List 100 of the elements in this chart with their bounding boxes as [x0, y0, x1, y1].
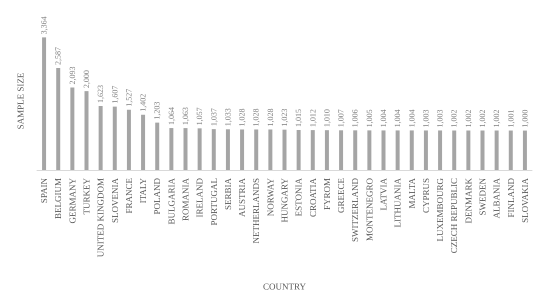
y-axis-title: SAMPLE SIZE — [16, 72, 26, 130]
data-label: 1,002 — [492, 109, 502, 128]
data-label: 1,527 — [124, 88, 134, 107]
data-label: 1,203 — [152, 102, 162, 120]
x-tick-label: CZECH REPUBLIC — [449, 178, 460, 254]
data-label: 1,063 — [181, 107, 190, 126]
x-tick-label: IRELAND — [194, 178, 205, 218]
data-label: 1,005 — [364, 109, 374, 128]
bar — [84, 91, 88, 170]
x-tick-label: POLAND — [152, 178, 162, 215]
x-tick-label: SWEDEN — [478, 178, 488, 216]
x-tick-label: ROMANIA — [180, 178, 190, 222]
data-label: 1,002 — [464, 109, 473, 128]
data-label: 3,364 — [40, 16, 49, 34]
bar — [522, 130, 527, 170]
bar — [452, 130, 456, 170]
bar — [141, 114, 146, 170]
x-tick-label: BELGIUM — [53, 178, 64, 219]
data-label: 1,002 — [450, 109, 459, 128]
x-tick-label: SERBIA — [222, 178, 233, 210]
data-label: 1,010 — [322, 109, 332, 128]
bar — [126, 110, 131, 170]
data-label: 2,000 — [82, 70, 91, 88]
bar — [98, 106, 103, 170]
bar — [339, 130, 344, 170]
x-tick-label: PORTUGAL — [208, 178, 219, 226]
bar — [382, 130, 386, 170]
data-label: 1,012 — [308, 109, 318, 128]
data-label: 1,004 — [407, 109, 416, 128]
data-label: 2,093 — [68, 66, 77, 84]
data-label: 1,033 — [223, 108, 232, 126]
x-tick-label: FRANCE — [124, 178, 134, 214]
x-tick-label: GERMANY — [67, 178, 78, 224]
data-label: 1,003 — [436, 109, 445, 128]
data-label: 1,003 — [421, 109, 430, 128]
data-label: 1,064 — [166, 107, 176, 126]
bar — [70, 87, 74, 170]
bar — [396, 130, 400, 170]
data-label: 1,006 — [350, 109, 360, 128]
x-tick-label: FYROM — [322, 178, 332, 210]
x-tick-label: MALTA — [406, 178, 417, 208]
bar — [226, 129, 230, 170]
data-label: 1,004 — [379, 109, 388, 128]
x-tick-label: CROATIA — [308, 178, 318, 218]
data-label: 2,587 — [54, 47, 63, 65]
bar — [324, 130, 329, 170]
data-label: 1,607 — [110, 86, 120, 104]
bar — [268, 129, 272, 170]
x-tick-label: ITALY — [138, 178, 148, 204]
data-label: 1,037 — [209, 108, 218, 126]
bar — [240, 129, 244, 170]
bar — [169, 128, 174, 170]
x-tick-label: GREECE — [336, 178, 346, 213]
data-label: 1,002 — [478, 109, 487, 128]
x-tick-label: FINLAND — [506, 178, 516, 218]
bar — [254, 129, 258, 170]
bar — [508, 130, 513, 170]
x-tick-label: CYPRUS — [420, 178, 431, 214]
bar — [198, 128, 202, 170]
x-tick-label: MONTENEGRO — [364, 178, 374, 241]
bar — [155, 122, 160, 170]
bar — [480, 130, 484, 170]
bar — [296, 130, 301, 170]
x-tick-label: NORWAY — [265, 178, 276, 216]
data-label: 1,007 — [336, 109, 346, 128]
bar — [212, 129, 216, 170]
bar — [367, 130, 372, 170]
x-tick-label: SPAIN — [39, 178, 50, 204]
data-label: 1,028 — [266, 108, 275, 126]
data-label: 1,015 — [294, 108, 304, 127]
data-label: 1,402 — [138, 94, 148, 112]
x-tick-label: ALBANIA — [492, 178, 502, 218]
x-axis-title: COUNTRY — [262, 282, 306, 292]
x-tick-label: NETHERLANDS — [251, 178, 262, 244]
x-tick-label: UNITED KINGDOM — [96, 178, 106, 258]
data-label: 1,001 — [506, 110, 516, 128]
bar — [56, 68, 60, 170]
x-tick-label: DENMARK — [463, 178, 474, 224]
bar — [494, 130, 499, 170]
bar — [466, 130, 470, 170]
data-label: 1,028 — [252, 108, 261, 126]
bar — [112, 106, 117, 170]
bar — [282, 130, 286, 170]
bar — [310, 130, 315, 170]
x-tick-label: SLOVAKIA — [520, 178, 530, 223]
data-label: 1,000 — [520, 110, 530, 128]
x-tick-label: BULGARIA — [166, 178, 176, 224]
data-label: 1,623 — [96, 85, 106, 104]
data-label: 1,004 — [393, 109, 402, 128]
x-tick-label: LUXEMBOURG — [435, 178, 446, 242]
data-label: 1,057 — [195, 107, 204, 126]
x-tick-label: LITHUANIA — [392, 178, 403, 228]
bar — [424, 130, 428, 170]
x-tick-label: LATVIA — [378, 178, 388, 210]
x-tick-label: AUSTRIA — [237, 178, 248, 218]
bar — [353, 130, 358, 170]
bar — [438, 130, 442, 170]
x-tick-label: SWITZERLAND — [350, 178, 360, 242]
bar — [184, 128, 188, 170]
x-tick-label: TURKEY — [82, 178, 92, 214]
